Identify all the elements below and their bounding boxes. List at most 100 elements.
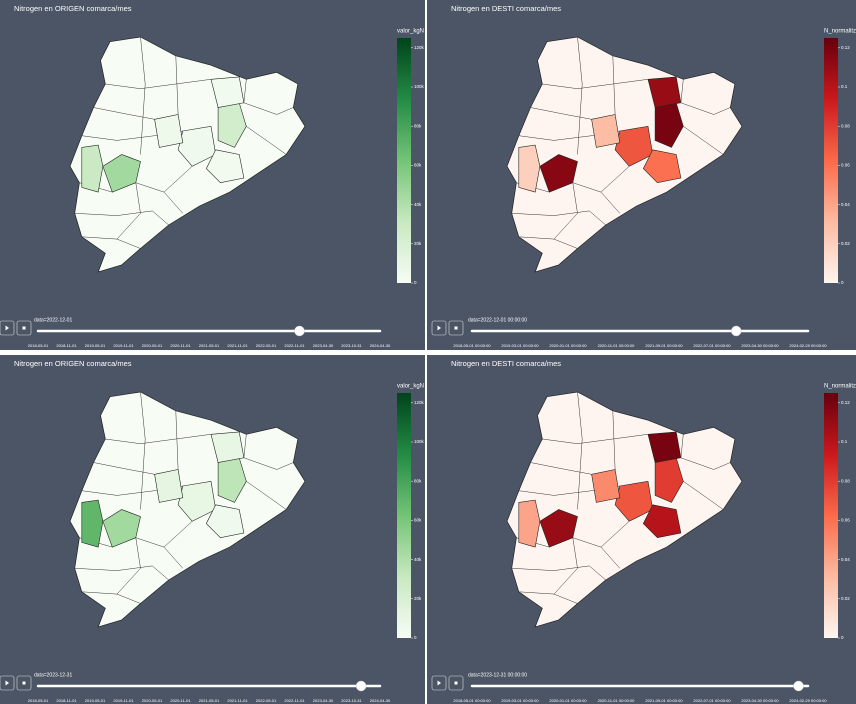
region-border <box>74 210 169 226</box>
colorbar-tick-label: 40k <box>414 202 422 207</box>
region-border <box>683 481 724 510</box>
colorbar-tick-label: 0.06 <box>841 518 850 523</box>
colorbar-tick-label: 0.02 <box>841 596 850 601</box>
region-border <box>93 107 155 120</box>
panel: Nitrogen en ORIGEN comarca/mes valor_kgN 0… <box>0 0 425 350</box>
region-border <box>600 546 620 569</box>
stop-icon <box>22 326 26 330</box>
region-border <box>577 391 583 510</box>
region-border <box>116 537 141 595</box>
play-icon <box>5 680 9 686</box>
colorbar <box>397 393 411 638</box>
slider-tick-label: 2021-11-01 <box>227 343 248 348</box>
colorbar-tick-label: 0.08 <box>841 123 850 128</box>
region-border <box>530 107 592 120</box>
region <box>102 509 141 548</box>
colorbar-tick-label: 0.12 <box>841 400 850 405</box>
slider-tick-label: 2022-11-01 <box>284 698 305 703</box>
region-border <box>612 55 616 115</box>
panel-title: Nitrogen en DESTI comarca/mes <box>451 4 561 13</box>
region-border <box>74 565 169 581</box>
region-border <box>553 182 578 240</box>
slider-tick-label: 2022-05-01 <box>256 343 277 348</box>
colorbar-tick-label: 0.08 <box>841 478 850 483</box>
slider-tick-label: 2020-11-01 <box>170 343 191 348</box>
region <box>210 431 245 463</box>
region-border <box>93 462 155 475</box>
slider-handle[interactable] <box>294 325 305 337</box>
colorbar-tick-label: 0 <box>841 635 844 640</box>
slider-tick-label: 2021-05-01 <box>199 343 220 348</box>
panel: Nitrogen en DESTI comarca/mes N_normalitz… <box>427 0 856 350</box>
slider-tick-label: 2023-10-31 <box>341 343 362 348</box>
slider-tick-label: 2022-07-01 00:00:00 <box>693 698 731 703</box>
slider-tick-label: 2018-05-01 <box>28 343 49 348</box>
slider-tick-label: 2019-03-01 00:00:00 <box>501 698 539 703</box>
play-icon <box>5 325 9 331</box>
slider-tick-label: 2022-11-01 <box>284 343 305 348</box>
region-border <box>577 36 583 155</box>
region-border <box>105 79 212 89</box>
slider-tick-label: 2018-05-01 <box>28 698 49 703</box>
colorbar-title: valor_kgN <box>397 29 424 35</box>
slider-tick-label: 2018-11-01 <box>56 343 77 348</box>
slider-tick-label: 2024-02-29 00:00:00 <box>789 343 827 348</box>
slider-tick-label: 2024-04-30 <box>370 343 391 348</box>
region <box>154 114 184 148</box>
region <box>539 509 578 548</box>
colorbar-tick-label: 20k <box>414 596 422 601</box>
slider-tick-label: 2021-05-01 <box>199 698 220 703</box>
slider-handle[interactable] <box>793 680 804 692</box>
slider-tick-label: 2023-04-30 00:00:00 <box>741 343 779 348</box>
panel: Nitrogen en DESTI comarca/mes N_normalitz… <box>427 355 856 704</box>
region <box>518 144 541 193</box>
region-border <box>243 79 294 115</box>
panel: Nitrogen en ORIGEN comarca/mes valor_kgN 0… <box>0 355 425 704</box>
colorbar <box>397 38 411 283</box>
slider-tick-label: 2023-04-30 00:00:00 <box>741 698 779 703</box>
colorbar-tick-label: 0.1 <box>841 439 848 444</box>
colorbar <box>824 393 838 638</box>
colorbar-tick-label: 100k <box>414 84 425 89</box>
slider-tick-label: 2018-05-01 00:00:00 <box>453 343 491 348</box>
colorbar-tick-label: 0.04 <box>841 202 850 207</box>
colorbar-title: N_normalitz <box>824 384 856 390</box>
region <box>591 114 621 148</box>
colorbar-title: valor_kgN <box>397 384 424 390</box>
slider-tick-label: 2023-04-30 <box>313 698 334 703</box>
slider-handle[interactable] <box>730 325 742 337</box>
slider-tick-label: 2019-11-01 <box>113 698 134 703</box>
region-border <box>175 55 179 115</box>
slider-tick-label: 2020-11-01 00:00:00 <box>598 698 636 703</box>
slider-handle[interactable] <box>355 680 367 692</box>
colorbar-tick-label: 100k <box>414 439 425 444</box>
colorbar-tick-label: 80k <box>414 123 422 128</box>
slider-tick-label: 2020-11-01 00:00:00 <box>598 343 636 348</box>
slider-tick-label: 2020-05-01 <box>142 698 163 703</box>
region-border <box>542 79 649 89</box>
slider-tick-label: 2024-02-29 00:00:00 <box>789 698 827 703</box>
region-border <box>530 462 592 475</box>
region-border <box>163 546 183 569</box>
colorbar-tick-label: 120k <box>414 45 425 50</box>
colorbar-title: N_normalitz <box>824 29 856 35</box>
region <box>205 504 245 539</box>
slider-tick-label: 2019-11-01 <box>113 343 134 348</box>
region-border <box>683 126 724 155</box>
slider-tick-label: 2021-11-01 <box>227 698 248 703</box>
region <box>642 504 682 539</box>
slider-tick-label: 2018-05-01 00:00:00 <box>453 698 491 703</box>
colorbar-tick-label: 0 <box>841 280 844 285</box>
colorbar-tick-label: 0 <box>414 635 417 640</box>
region-border <box>246 126 287 155</box>
region-border <box>680 79 731 115</box>
slider-tick-label: 2019-05-01 <box>85 343 106 348</box>
region <box>177 480 217 522</box>
colorbar-tick-label: 0.12 <box>841 45 850 50</box>
stop-icon <box>454 681 458 685</box>
region-border <box>140 391 146 510</box>
slider-label: data=2023-12-31 00:00:00 <box>468 672 527 678</box>
slider-tick-label: 2022-07-01 00:00:00 <box>693 343 731 348</box>
region-border <box>553 537 578 595</box>
